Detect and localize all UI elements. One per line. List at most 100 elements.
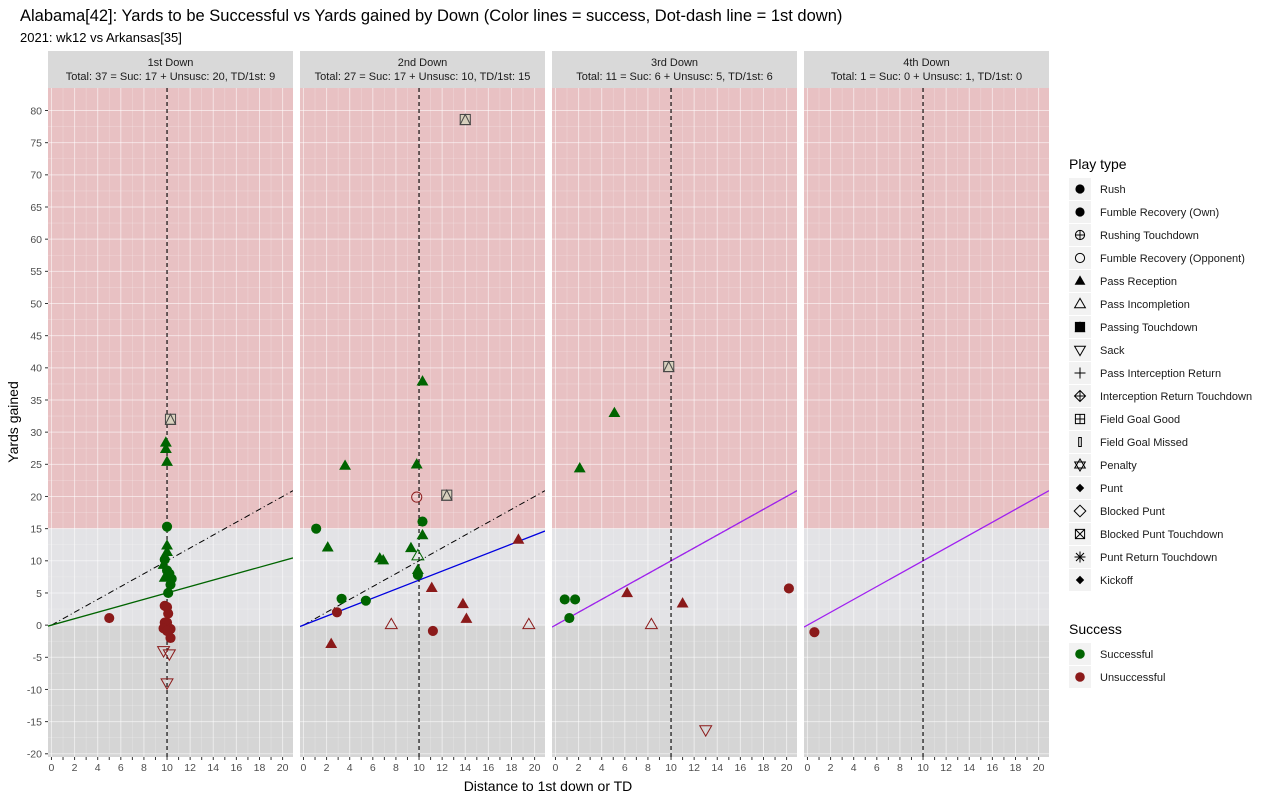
x-tick-label: 10 — [665, 762, 677, 774]
success-line — [804, 490, 1049, 628]
x-tick-label: 14 — [963, 762, 975, 774]
legend-symbol — [1074, 528, 1086, 540]
points — [809, 627, 820, 638]
facet-summary: Total: 27 = Suc: 17 + Unsusc: 10, TD/1st… — [315, 71, 531, 83]
facet-panel: 3rd Down Total: 11 = Suc: 6 + Unsusc: 5, … — [552, 51, 797, 774]
reference-lines — [804, 88, 1049, 757]
data-point — [321, 541, 334, 552]
data-point — [417, 516, 428, 527]
y-tick-label: 60 — [30, 234, 42, 246]
data-point — [698, 725, 713, 738]
legend-label: Rushing Touchdown — [1100, 230, 1199, 242]
data-point — [457, 597, 469, 609]
facet-summary: Total: 11 = Suc: 6 + Unsusc: 5, TD/1st: … — [576, 71, 772, 83]
data-point — [410, 458, 423, 469]
x-tick-label: 18 — [1010, 762, 1022, 774]
data-point — [416, 375, 429, 386]
data-point — [573, 462, 586, 473]
facet-title: 1st Down — [148, 57, 194, 69]
facet-panel: 1st Down Total: 37 = Suc: 17 + Unsusc: 20… — [27, 51, 293, 774]
data-point — [570, 594, 581, 605]
x-tick-label: 18 — [254, 762, 266, 774]
data-point — [159, 442, 172, 454]
x-tick-label: 0 — [301, 762, 307, 774]
data-point — [311, 523, 322, 534]
x-axis: 0 2 4 6 8 10 12 14 16 18 20 — [301, 757, 541, 774]
facet-title: 2nd Down — [398, 57, 448, 69]
x-tick-label: 20 — [1033, 762, 1045, 774]
background-band — [48, 625, 293, 757]
x-tick-label: 16 — [483, 762, 495, 774]
y-tick-label: 0 — [36, 620, 42, 632]
legend-label: Pass Interception Return — [1100, 368, 1221, 380]
y-tick-label: -15 — [27, 716, 42, 728]
y-tick-label: -5 — [33, 652, 42, 664]
legend-label: Blocked Punt Touchdown — [1100, 529, 1223, 541]
data-point — [662, 360, 675, 373]
x-axis-label: Distance to 1st down or TD — [464, 778, 633, 794]
y-tick-label: 20 — [30, 491, 42, 503]
legend-label: Punt — [1100, 483, 1123, 495]
x-tick-label: 6 — [118, 762, 124, 774]
facet-panel: 2nd Down Total: 27 = Suc: 17 + Unsusc: 10… — [300, 51, 545, 774]
facet-strip — [48, 51, 293, 88]
facet-title: 3rd Down — [651, 57, 698, 69]
background-band — [552, 625, 797, 757]
legend-key — [1069, 500, 1091, 522]
data-point — [416, 528, 429, 540]
data-point — [336, 593, 347, 604]
y-tick-label: 50 — [30, 298, 42, 310]
legend-key — [1069, 431, 1091, 453]
y-tick-label: 80 — [30, 105, 42, 117]
legend-label: Penalty — [1100, 460, 1137, 472]
chart-subtitle: 2021: wk12 vs Arkansas[35] — [20, 30, 182, 45]
x-tick-label: 0 — [805, 762, 811, 774]
legend-label: Successful — [1100, 649, 1153, 661]
x-tick-label: 2 — [828, 762, 834, 774]
data-point — [512, 533, 525, 544]
facet-panels: 1st Down Total: 37 = Suc: 17 + Unsusc: 20… — [27, 51, 1049, 774]
legend-symbol — [1073, 389, 1087, 403]
facet-strip — [552, 51, 797, 88]
data-point — [162, 649, 177, 662]
data-point — [164, 413, 177, 425]
x-tick-label: 6 — [622, 762, 628, 774]
data-point — [783, 583, 794, 594]
legend-label: Pass Incompletion — [1100, 299, 1190, 311]
data-point — [427, 625, 438, 636]
legend-symbol — [1073, 458, 1087, 472]
success-line — [552, 490, 797, 628]
background-band — [48, 88, 293, 529]
x-tick-label: 12 — [688, 762, 700, 774]
y-tick-label: 45 — [30, 330, 42, 342]
data-point — [412, 569, 423, 581]
data-point — [440, 489, 453, 501]
legend-label: Punt Return Touchdown — [1100, 552, 1217, 564]
x-tick-label: 4 — [347, 762, 353, 774]
y-axis-label: Yards gained — [5, 381, 21, 462]
data-point — [161, 545, 173, 556]
legend-symbol — [1073, 345, 1087, 357]
y-tick-label: 35 — [30, 395, 42, 407]
x-tick-label: 2 — [324, 762, 330, 774]
x-tick-label: 12 — [436, 762, 448, 774]
chart-title: Alabama[42]: Yards to be Successful vs Y… — [20, 7, 842, 25]
data-point — [377, 553, 390, 565]
legend-symbol — [1074, 229, 1086, 241]
data-point — [325, 637, 338, 648]
legend-title-success: Success — [1069, 621, 1122, 637]
legend-key — [1069, 247, 1091, 269]
data-point — [104, 612, 115, 624]
data-point — [331, 607, 343, 618]
data-point — [161, 539, 173, 550]
facet-summary: Total: 1 = Suc: 0 + Unsusc: 1, TD/1st: 0 — [831, 71, 1022, 83]
legend-key — [1069, 454, 1091, 476]
data-point — [425, 581, 438, 593]
x-tick-label: 20 — [277, 762, 289, 774]
legend-symbol — [1073, 504, 1087, 518]
grid — [552, 88, 797, 757]
x-tick-label: 14 — [459, 762, 471, 774]
legend-label: Blocked Punt — [1100, 506, 1165, 518]
x-tick-label: 14 — [711, 762, 723, 774]
data-point — [411, 548, 425, 561]
